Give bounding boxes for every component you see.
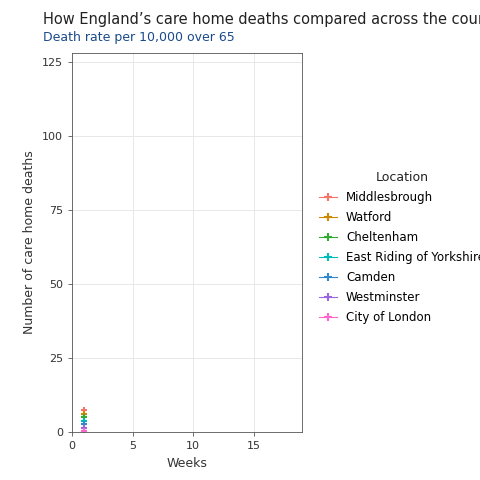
Text: How England’s care home deaths compared across the country: How England’s care home deaths compared … (43, 12, 480, 27)
Legend: Middlesbrough, Watford, Cheltenham, East Riding of Yorkshire, Camden, Westminste: Middlesbrough, Watford, Cheltenham, East… (313, 165, 480, 330)
Y-axis label: Number of care home deaths: Number of care home deaths (24, 151, 36, 334)
Text: Death rate per 10,000 over 65: Death rate per 10,000 over 65 (43, 31, 235, 44)
X-axis label: Weeks: Weeks (167, 456, 208, 469)
